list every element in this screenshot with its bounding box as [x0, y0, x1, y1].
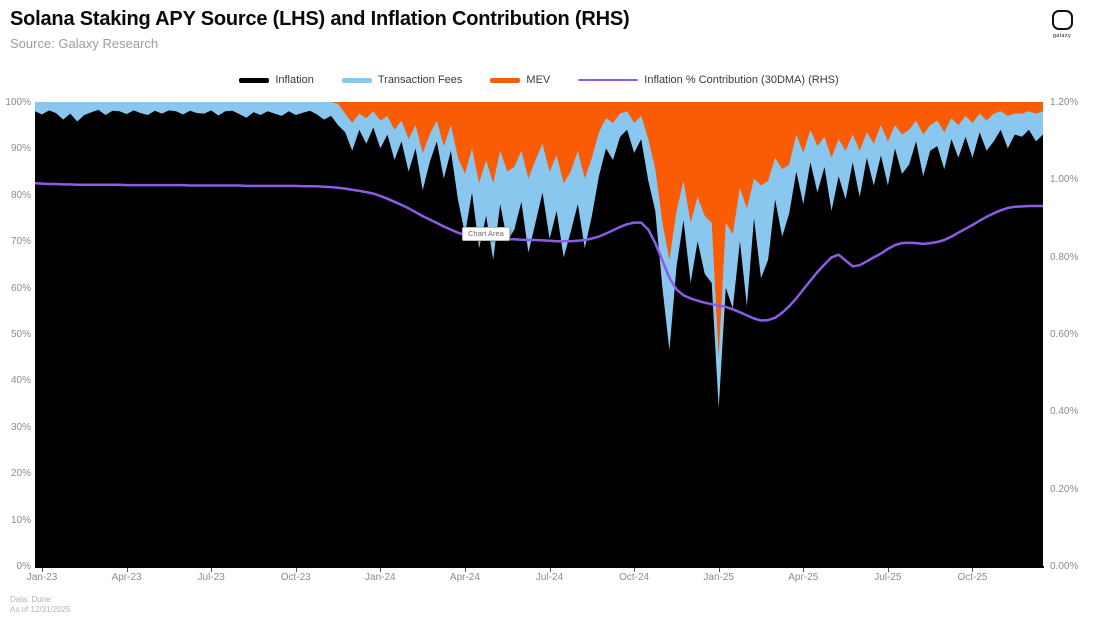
x-axis-tick-mark	[549, 568, 551, 572]
left-axis-tick-label: 90%	[10, 143, 31, 155]
right-axis-tick-label: 1.20%	[1050, 97, 1079, 108]
x-axis-tick-label: Apr-23	[111, 572, 142, 583]
x-axis-tick-mark	[295, 568, 297, 572]
inflation-area	[35, 109, 1043, 566]
legend-item-inflation-contribution[interactable]: Inflation % Contribution (30DMA) (RHS)	[578, 74, 839, 86]
galaxy-logo: galaxy	[1044, 10, 1080, 39]
left-axis-tick-label: 20%	[10, 468, 31, 480]
left-axis-tick-label: 70%	[10, 236, 31, 248]
footer-data-source: Data: Dune	[10, 595, 51, 604]
x-axis-tick-label: Oct-25	[957, 572, 988, 583]
x-axis-tick-mark	[634, 568, 636, 572]
legend-item-transaction-fees[interactable]: Transaction Fees	[341, 74, 463, 86]
chart-area-tooltip: Chart Area	[462, 227, 510, 241]
stacked-area-chart[interactable]	[35, 102, 1043, 566]
galaxy-logo-icon	[1051, 10, 1073, 30]
galaxy-logo-text: galaxy	[1052, 33, 1072, 39]
x-axis-tick-mark	[887, 568, 889, 572]
left-axis-tick-label: 40%	[10, 375, 31, 387]
right-axis-tick-label: 0.40%	[1050, 406, 1079, 418]
x-axis-tick-mark	[211, 568, 213, 572]
x-axis-tick-mark	[42, 568, 43, 572]
x-axis-tick-mark	[464, 568, 466, 572]
left-axis-tick-label: 10%	[10, 514, 31, 526]
left-axis-tick-label: 0%	[16, 561, 31, 572]
right-axis-tick-label: 0.20%	[1050, 483, 1079, 495]
left-axis-tick-label: 60%	[10, 282, 31, 294]
x-axis-tick-label: Jan-25	[703, 572, 734, 583]
legend-label: MEV	[526, 74, 551, 86]
left-axis-tick-label: 30%	[10, 421, 31, 433]
x-axis-tick-label: Apr-24	[449, 572, 480, 583]
x-axis-line	[35, 566, 1044, 568]
x-axis-tick-label: Jan-23	[26, 572, 58, 583]
right-axis-tick-label: 1.00%	[1050, 174, 1079, 186]
inflation-contribution-line	[35, 181, 1043, 322]
x-axis-tick-label: Jul-23	[197, 572, 225, 583]
x-axis-tick-mark	[803, 568, 805, 572]
legend-label: Transaction Fees	[377, 74, 463, 86]
source-subtitle: Source: Galaxy Research	[10, 36, 159, 51]
page-title: Solana Staking APY Source (LHS) and Infl…	[10, 8, 630, 30]
x-axis-tick-mark	[718, 568, 720, 572]
x-axis-tick-label: Oct-24	[619, 572, 650, 583]
legend-label: Inflation % Contribution (30DMA) (RHS)	[644, 74, 839, 86]
mev-swatch-icon	[490, 77, 521, 83]
inflation-contribution-line-swatch-icon	[578, 78, 639, 82]
legend-label: Inflation	[275, 74, 314, 86]
right-axis-tick-label: 0.60%	[1050, 329, 1079, 340]
inflation-swatch-icon	[239, 77, 270, 83]
right-axis-tick-label: 0.80%	[1050, 251, 1079, 263]
left-axis-tick-label: 100%	[5, 97, 31, 108]
x-axis-tick-mark	[972, 568, 974, 572]
x-axis-tick-label: Apr-25	[788, 572, 819, 583]
legend-item-mev[interactable]: MEV	[490, 74, 550, 86]
left-axis-tick-label: 50%	[10, 329, 31, 340]
legend: Inflation Transaction Fees MEV Inflation…	[35, 70, 1043, 90]
transaction-fees-swatch-icon	[341, 77, 372, 83]
legend-item-inflation[interactable]: Inflation	[239, 74, 314, 86]
x-axis-tick-mark	[380, 568, 382, 572]
x-axis-tick-label: Oct-23	[280, 572, 311, 583]
footer-as-of-date: As of 12/31/2025	[10, 605, 71, 614]
x-axis-tick-label: Jan-24	[365, 572, 396, 583]
x-axis-tick-label: Jul-24	[535, 572, 564, 583]
right-axis-tick-label: 0.00%	[1050, 561, 1079, 572]
left-axis-tick-label: 80%	[10, 189, 31, 201]
plot-area[interactable]	[35, 102, 1043, 566]
footer-note: Data: Dune As of 12/31/2025	[10, 595, 71, 615]
x-axis-tick-mark	[126, 568, 128, 572]
x-axis-tick-label: Jul-25	[874, 572, 902, 583]
